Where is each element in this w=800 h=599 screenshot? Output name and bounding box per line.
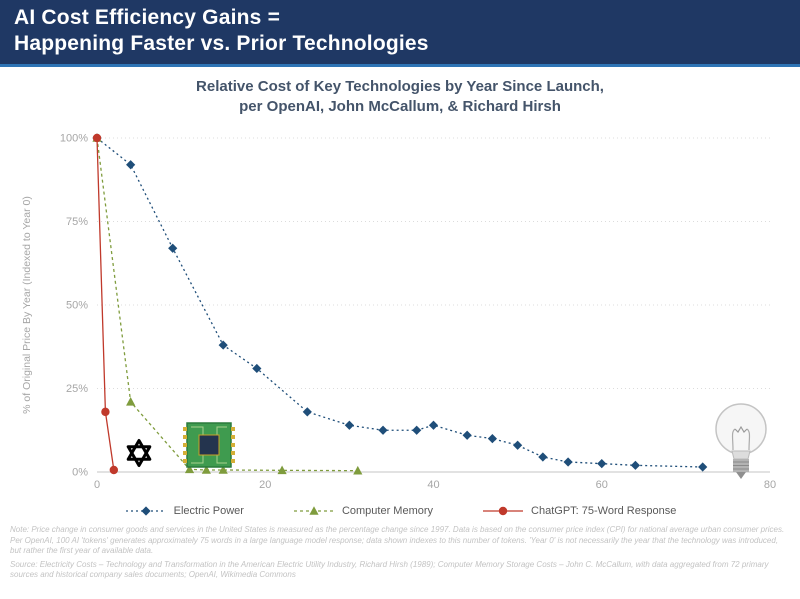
data-point-triangle	[277, 465, 287, 475]
data-point-diamond	[563, 457, 573, 467]
y-tick-label: 50%	[66, 300, 88, 312]
note-text: Note: Price change in consumer goods and…	[10, 525, 785, 556]
data-point-circle	[92, 134, 102, 143]
y-tick-label: 25%	[66, 383, 88, 395]
series-line-2	[96, 138, 115, 471]
data-point-diamond	[487, 434, 497, 444]
data-point-triangle	[126, 397, 136, 406]
legend-item-computer-memory: Computer Memory	[292, 505, 433, 517]
x-tick-label: 60	[596, 479, 608, 491]
legend-marker-2	[483, 507, 524, 516]
data-point-diamond	[698, 462, 708, 472]
legend-marker-0	[125, 506, 166, 516]
data-point-diamond	[218, 340, 228, 350]
header-accent-rule	[0, 64, 800, 68]
data-point-diamond	[378, 425, 388, 436]
data-point-diamond	[513, 440, 523, 451]
data-point-diamond	[462, 430, 472, 441]
data-point-diamond	[252, 364, 262, 374]
chart-title-line2: per OpenAI, John McCallum, & Richard Hir…	[239, 97, 561, 115]
slide-title-line1: AI Cost Efficiency Gains =	[14, 6, 281, 29]
legend-label-electric-power: Electric Power	[173, 505, 244, 518]
data-point-diamond	[630, 460, 640, 471]
data-point-diamond	[168, 243, 178, 254]
y-axis-label: % of Original Price By Year (Indexed to …	[21, 196, 33, 414]
legend-item-chatgpt: ChatGPT: 75-Word Response	[481, 505, 676, 517]
legend-label-chatgpt: ChatGPT: 75-Word Response	[531, 505, 677, 518]
chart-title: Relative Cost of Key Technologies by Yea…	[0, 77, 800, 116]
data-point-diamond	[412, 425, 422, 436]
y-tick-label: 100%	[60, 133, 88, 145]
data-point-triangle	[218, 465, 228, 475]
data-point-diamond	[344, 420, 354, 431]
data-point-triangle	[184, 464, 195, 474]
data-point-triangle	[353, 466, 363, 475]
data-point-diamond	[538, 452, 548, 462]
chart-svg: % of Original Price By Year (Indexed to …	[21, 133, 776, 492]
source-text: Source: Electricity Costs – Technology a…	[10, 559, 769, 580]
data-point-diamond	[141, 506, 151, 516]
data-point-circle	[109, 466, 119, 475]
footnotes: Note: Price change in consumer goods and…	[10, 525, 790, 581]
chart-legend: Electric Power Computer Memory ChatGPT: …	[0, 505, 800, 517]
data-point-diamond	[126, 160, 136, 170]
data-point-diamond	[302, 407, 312, 417]
data-point-circle	[498, 507, 508, 516]
data-point-diamond	[597, 459, 607, 469]
data-point-triangle	[201, 465, 211, 475]
x-tick-label: 40	[427, 479, 439, 491]
legend-marker-1	[293, 506, 334, 516]
x-tick-label: 0	[94, 479, 100, 491]
legend-item-electric-power: Electric Power	[124, 505, 244, 517]
data-point-circle	[101, 407, 110, 417]
slide-header: AI Cost Efficiency Gains = Happening Fas…	[0, 0, 800, 65]
y-tick-label: 75%	[66, 216, 88, 228]
openai-logo	[122, 436, 156, 475]
incandescent-lightbulb-image	[712, 402, 770, 485]
slide-title-line2: Happening Faster vs. Prior Technologies	[14, 31, 429, 55]
data-point-triangle	[309, 506, 319, 516]
memory-chip-image	[182, 418, 236, 477]
x-tick-label: 80	[764, 479, 776, 491]
chart-area: % of Original Price By Year (Indexed to …	[0, 120, 800, 505]
x-tick-label: 20	[259, 479, 271, 491]
legend-label-computer-memory: Computer Memory	[341, 505, 434, 518]
data-point-diamond	[428, 420, 439, 431]
chart-title-line1: Relative Cost of Key Technologies by Yea…	[196, 78, 604, 96]
y-tick-label: 0%	[72, 467, 88, 479]
